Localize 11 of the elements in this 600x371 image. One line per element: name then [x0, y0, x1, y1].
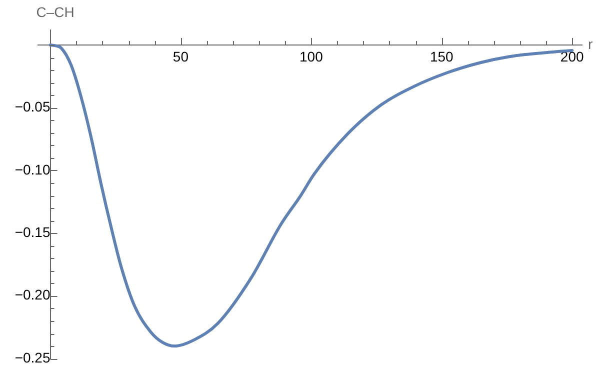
x-tick-label: 50	[172, 48, 189, 64]
y-tick-label: −0.20	[14, 286, 50, 303]
y-tick-label: −0.15	[14, 224, 50, 240]
x-axis-title: r	[588, 36, 593, 52]
y-tick-label: −0.25	[14, 349, 50, 366]
x-tick-label: 100	[299, 48, 324, 64]
y-tick-label: −0.05	[14, 98, 50, 115]
y-tick-label: −0.10	[14, 161, 50, 178]
x-tick-label: 200	[560, 48, 584, 64]
x-tick-label: 150	[430, 48, 454, 64]
y-axis-title: C–CH	[36, 4, 74, 20]
